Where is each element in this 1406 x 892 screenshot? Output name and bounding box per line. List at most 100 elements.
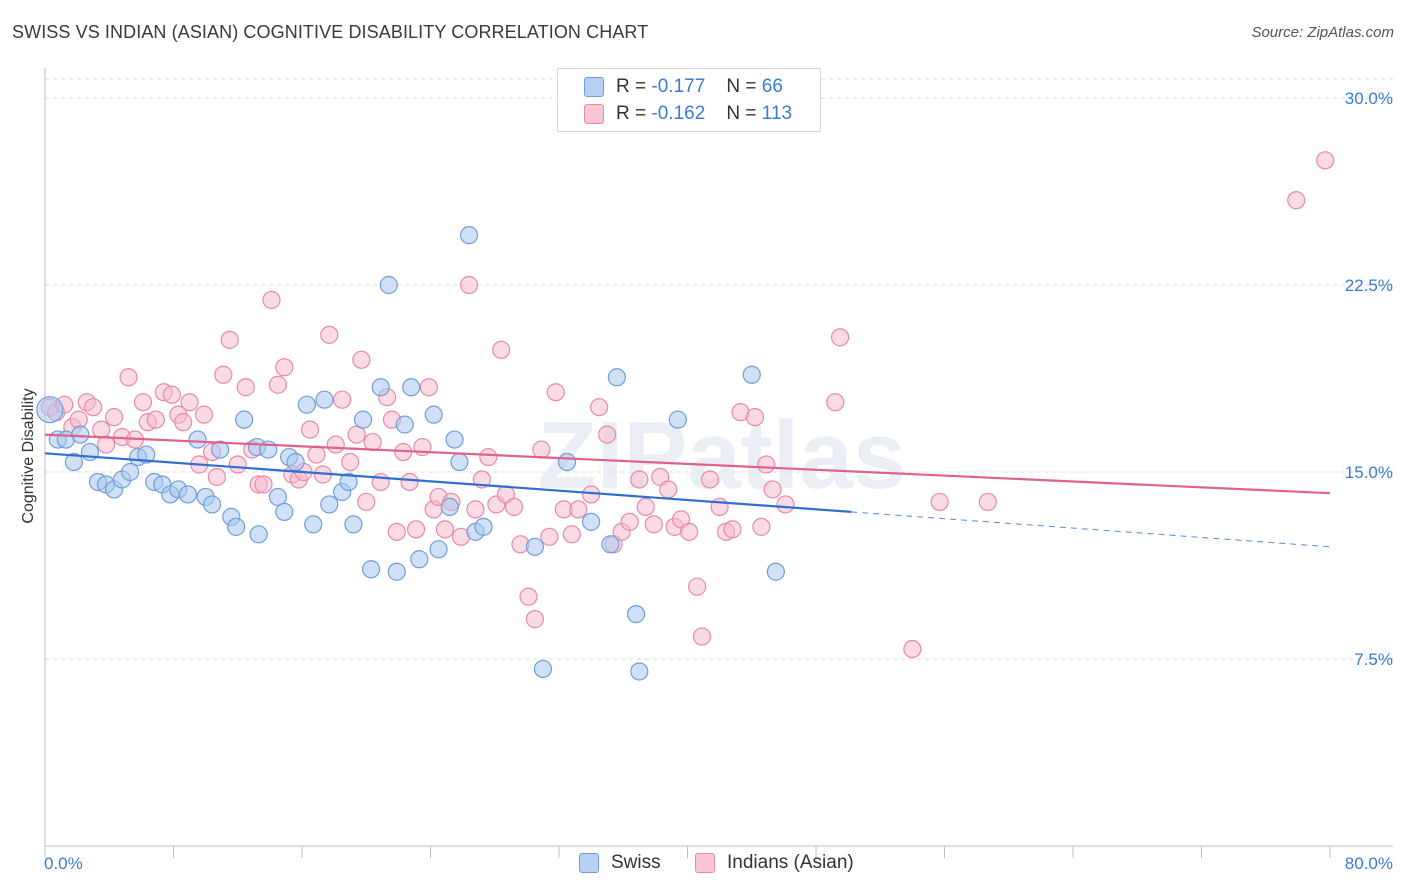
indian-point xyxy=(745,408,765,427)
indian-point xyxy=(630,470,649,489)
indian-point xyxy=(492,340,511,359)
legend-n-label: N = xyxy=(726,76,757,97)
swiss-point xyxy=(402,378,421,397)
indian-point xyxy=(207,467,226,487)
indian-point xyxy=(146,410,165,429)
indian-point xyxy=(479,447,498,467)
indian-point xyxy=(504,497,524,517)
swiss-point xyxy=(450,452,469,472)
swiss-point xyxy=(275,502,294,521)
indian-point xyxy=(419,378,438,397)
chart-title: SWISS VS INDIAN (ASIAN) COGNITIVE DISABI… xyxy=(12,22,649,42)
swiss-swatch xyxy=(579,853,599,873)
indian-point xyxy=(406,520,426,539)
swiss-point xyxy=(410,550,429,569)
grid-layer xyxy=(45,78,1393,660)
swiss-point xyxy=(202,495,222,514)
swiss-trend-line xyxy=(44,452,852,513)
indian-point xyxy=(776,495,795,514)
swiss-point xyxy=(304,515,323,534)
indian-point xyxy=(357,492,376,512)
y-axis-title: Cognitive Disability xyxy=(20,388,37,523)
indian-point xyxy=(680,522,699,541)
indian-point xyxy=(180,393,199,412)
swiss-point xyxy=(440,497,459,517)
swiss-point xyxy=(424,405,443,424)
swiss-legend-label: Swiss xyxy=(611,852,661,873)
swiss-point xyxy=(379,275,398,295)
indian-point xyxy=(69,410,88,429)
swiss-point xyxy=(607,368,626,387)
indian-point xyxy=(300,420,320,439)
swiss-point xyxy=(459,226,479,245)
indian-point xyxy=(659,480,678,499)
indian-point xyxy=(363,432,382,452)
indian-point xyxy=(826,393,845,412)
indian-point xyxy=(692,627,712,646)
indian-point xyxy=(525,610,545,629)
indian-point xyxy=(220,330,239,349)
indian-point xyxy=(540,527,559,546)
trend-layer xyxy=(44,433,1331,548)
correlation-legend: R = -0.177 N = 66 R = -0.162 N = 113 xyxy=(557,68,821,132)
swiss-trend-extension xyxy=(851,511,1331,548)
swiss-point xyxy=(533,659,553,679)
swiss-point xyxy=(474,517,493,536)
swiss-point xyxy=(178,485,198,504)
indian-point xyxy=(84,398,103,417)
swiss-point xyxy=(286,452,305,472)
indian-n-value: 113 xyxy=(761,103,793,124)
x-tick-label-min: 0.0% xyxy=(44,854,83,873)
indian-point xyxy=(830,328,850,347)
indian-point xyxy=(532,440,551,459)
y-tick-label: 22.5% xyxy=(1345,276,1393,295)
indian-point xyxy=(763,480,782,499)
indian-point xyxy=(333,390,352,409)
indian-point xyxy=(903,639,922,659)
indian-point xyxy=(644,515,663,534)
swiss-points-group xyxy=(36,226,785,681)
indian-r-value: -0.162 xyxy=(651,103,706,124)
indian-point xyxy=(569,500,588,519)
indian-point xyxy=(435,520,455,539)
indian-point xyxy=(590,398,609,417)
swiss-point xyxy=(626,605,646,624)
swiss-point xyxy=(71,425,90,444)
swiss-point xyxy=(339,472,358,492)
swiss-point xyxy=(525,537,545,556)
swiss-point xyxy=(210,440,230,459)
swiss-point xyxy=(235,410,254,429)
swiss-point xyxy=(668,410,687,429)
indian-point xyxy=(119,368,138,387)
y-tick-label: 30.0% xyxy=(1345,89,1393,108)
indian-point xyxy=(262,290,281,310)
legend-r-label: R = xyxy=(616,103,647,124)
indian-point xyxy=(320,325,339,344)
indian-trend-line xyxy=(44,433,1331,495)
indian-point xyxy=(162,385,181,404)
indian-point xyxy=(688,577,707,596)
swiss-point xyxy=(429,540,448,559)
indian-point xyxy=(214,365,233,384)
indian-point xyxy=(236,378,255,397)
legend-n-label: N = xyxy=(726,103,757,124)
indian-point xyxy=(546,383,565,402)
indian-point xyxy=(228,455,247,474)
indian-point xyxy=(562,525,581,544)
indian-point xyxy=(636,497,655,517)
indian-point xyxy=(757,455,776,474)
swiss-point xyxy=(315,390,334,409)
indian-point xyxy=(620,512,639,531)
source-label: Source: ZipAtlas.com xyxy=(1251,24,1394,41)
indian-point xyxy=(174,413,193,432)
swiss-point xyxy=(227,517,246,536)
swiss-point xyxy=(36,396,64,424)
x-tick-label-max: 80.0% xyxy=(1345,854,1393,873)
axis-layer: 7.5% 15.0% 22.5% 30.0% xyxy=(44,68,1393,858)
swiss-point xyxy=(557,452,577,472)
legend-r-label: R = xyxy=(616,76,647,97)
indian-point xyxy=(752,517,771,536)
swiss-swatch xyxy=(584,77,604,97)
indian-swatch xyxy=(584,104,604,124)
indian-legend-label: Indians (Asian) xyxy=(727,852,854,873)
